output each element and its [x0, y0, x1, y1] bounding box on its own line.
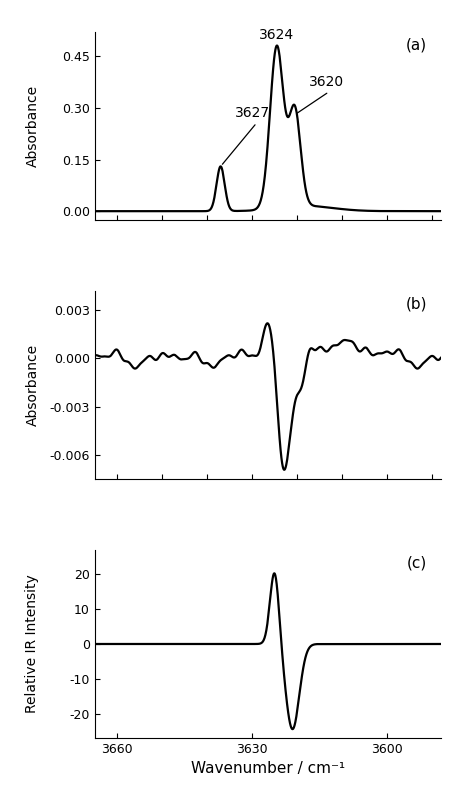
Y-axis label: Absorbance: Absorbance — [26, 85, 39, 167]
Text: 3624: 3624 — [259, 28, 294, 43]
Text: (a): (a) — [406, 38, 427, 53]
Text: 3627: 3627 — [222, 106, 270, 164]
Text: (b): (b) — [405, 297, 427, 312]
Text: 3620: 3620 — [297, 75, 344, 113]
Y-axis label: Relative IR Intensity: Relative IR Intensity — [26, 574, 39, 713]
X-axis label: Wavenumber / cm⁻¹: Wavenumber / cm⁻¹ — [191, 761, 345, 776]
Y-axis label: Absorbance: Absorbance — [26, 344, 39, 426]
Text: (c): (c) — [407, 556, 427, 571]
